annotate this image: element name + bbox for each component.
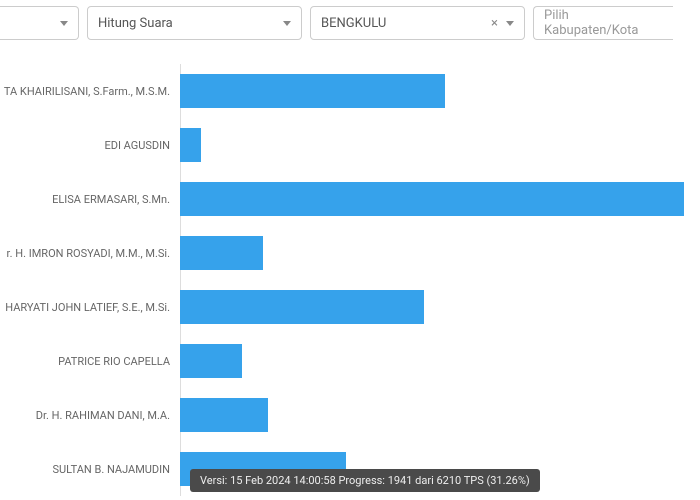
vote-bar[interactable] [180, 344, 242, 378]
chevron-down-icon [60, 21, 68, 26]
bar-area [180, 226, 700, 280]
candidate-label: PATRICE RIO CAPELLA [0, 355, 180, 368]
candidate-label: EDI AGUSDIN [0, 139, 180, 152]
vote-bar[interactable] [180, 128, 201, 162]
chart-row: TA KHAIRILISANI, S.Farm., M.S.M. [0, 64, 700, 118]
bar-area [180, 334, 700, 388]
kabupaten-placeholder: Pilih Kabupaten/Kota [544, 8, 663, 38]
chevron-down-icon [283, 21, 291, 26]
candidate-label: r. H. IMRON ROSYADI, M.M., M.Si. [0, 247, 180, 260]
chart-row: EDI AGUSDIN [0, 118, 700, 172]
tooltip-text: Versi: 15 Feb 2024 14:00:58 Progress: 19… [200, 474, 530, 487]
candidate-label: HARYATI JOHN LATIEF, S.E., M.Si. [0, 301, 180, 314]
count-type-value: Hitung Suara [98, 16, 173, 31]
bar-area [180, 280, 700, 334]
vote-bar[interactable] [180, 182, 684, 216]
chart-row: PATRICE RIO CAPELLA [0, 334, 700, 388]
chart-row: r. H. IMRON ROSYADI, M.M., M.Si. [0, 226, 700, 280]
bar-area [180, 172, 700, 226]
bar-area [180, 388, 700, 442]
filter-select-count-type[interactable]: Hitung Suara [87, 6, 302, 40]
vote-bar[interactable] [180, 74, 445, 108]
candidate-label: TA KHAIRILISANI, S.Farm., M.S.M. [0, 85, 180, 98]
vote-bar[interactable] [180, 236, 263, 270]
chart-row: Dr. H. RAHIMAN DANI, M.A. [0, 388, 700, 442]
chart-row: HARYATI JOHN LATIEF, S.E., M.Si. [0, 280, 700, 334]
candidate-label: ELISA ERMASARI, S.Mn. [0, 193, 180, 206]
vote-bar[interactable] [180, 290, 424, 324]
vote-bar[interactable] [180, 398, 268, 432]
candidate-label: Dr. H. RAHIMAN DANI, M.A. [0, 409, 180, 422]
candidate-label: SULTAN B. NAJAMUDIN [0, 463, 180, 476]
filter-bar: Hitung Suara BENGKULU × Pilih Kabupaten/… [0, 0, 700, 46]
clear-region-icon[interactable]: × [491, 16, 498, 31]
vote-chart: TA KHAIRILISANI, S.Farm., M.S.M. EDI AGUS… [0, 46, 700, 496]
chart-row: ELISA ERMASARI, S.Mn. [0, 172, 700, 226]
bar-area [180, 118, 700, 172]
progress-tooltip: Versi: 15 Feb 2024 14:00:58 Progress: 19… [190, 469, 540, 492]
filter-select-kabupaten[interactable]: Pilih Kabupaten/Kota [533, 6, 673, 40]
filter-select-1[interactable] [0, 6, 79, 40]
region-value: BENGKULU [321, 16, 386, 31]
filter-select-region[interactable]: BENGKULU × [310, 6, 525, 40]
bar-area [180, 64, 700, 118]
chevron-down-icon [506, 21, 514, 26]
